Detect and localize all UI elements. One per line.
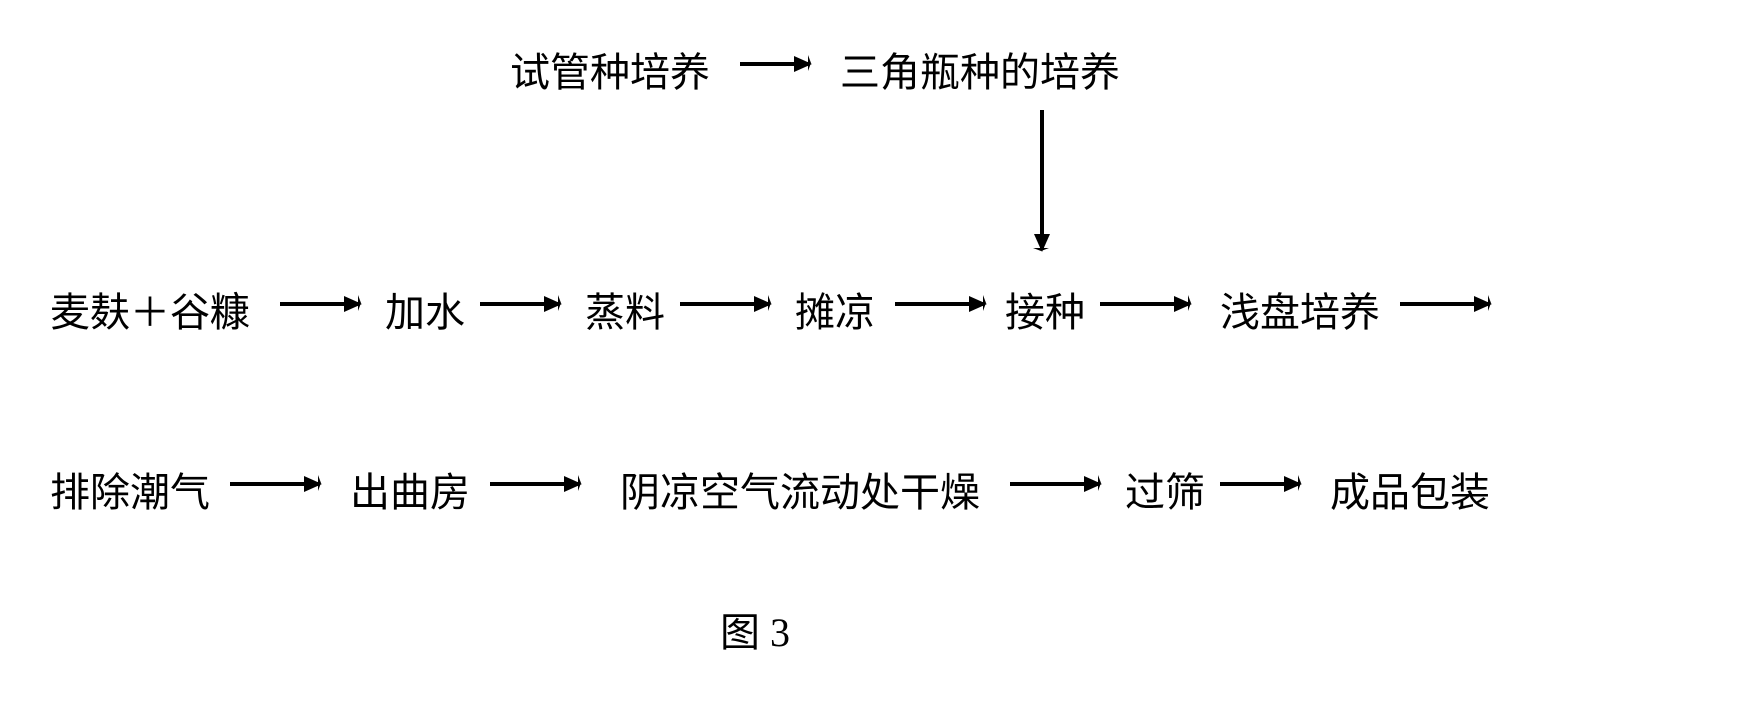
node-r2c: 蒸料 <box>580 280 670 338</box>
arrow-h-4 <box>895 302 985 306</box>
arrow-h-1 <box>280 302 360 306</box>
arrow-h-6 <box>1400 302 1490 306</box>
node-r1a: 试管种培养 <box>500 40 720 98</box>
arrow-h-10 <box>1220 482 1300 486</box>
arrow-h-2 <box>480 302 560 306</box>
node-r2f: 浅盘培养 <box>1210 280 1390 338</box>
node-r2d: 摊凉 <box>790 280 880 338</box>
arrow-h-0 <box>740 62 810 66</box>
figure-caption: 图 3 <box>720 600 790 658</box>
node-r2e: 接种 <box>1000 280 1090 338</box>
node-r3b: 出曲房 <box>340 460 480 518</box>
arrow-h-3 <box>680 302 770 306</box>
arrow-h-5 <box>1100 302 1190 306</box>
arrow-h-9 <box>1010 482 1100 486</box>
node-r3d: 过筛 <box>1120 460 1210 518</box>
node-r3e: 成品包装 <box>1320 460 1500 518</box>
node-r1b: 三角瓶种的培养 <box>830 40 1130 98</box>
arrow-h-8 <box>490 482 580 486</box>
node-r2b: 加水 <box>380 280 470 338</box>
node-r2a: 麦麸＋谷糠 <box>40 280 260 338</box>
node-r3c: 阴凉空气流动处干燥 <box>600 460 1000 518</box>
arrow-v-0 <box>1040 110 1044 250</box>
node-r3a: 排除潮气 <box>40 460 220 518</box>
arrow-h-7 <box>230 482 320 486</box>
